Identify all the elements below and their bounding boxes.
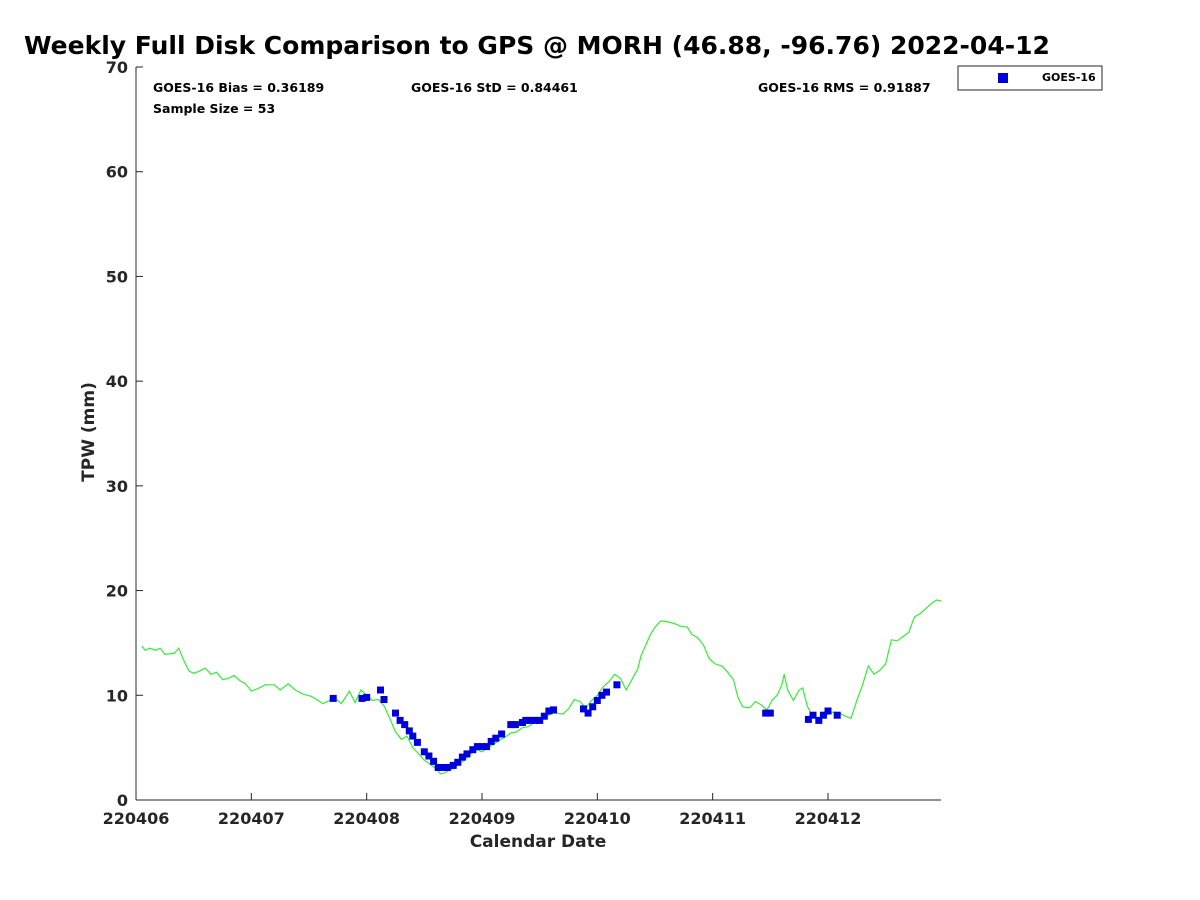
goes16-point-52 [833, 711, 841, 719]
y-tick-label: 0 [117, 791, 128, 810]
x-tick-label: 220409 [449, 809, 516, 828]
goes16-point-22 [473, 743, 481, 751]
goes16-point-46 [766, 709, 774, 717]
x-tick-label: 220407 [218, 809, 285, 828]
goes16-point-43 [603, 688, 610, 696]
goes16-point-10 [413, 738, 421, 746]
goes16-point-42 [598, 691, 606, 699]
goes16-point-48 [809, 711, 817, 719]
goes16-point-32 [526, 716, 534, 724]
legend-marker-goes16 [998, 73, 1008, 83]
y-tick-label: 40 [106, 372, 128, 391]
x-tick-label: 220408 [333, 809, 400, 828]
goes16-point-1 [358, 694, 366, 702]
goes16-point-16 [443, 764, 451, 771]
goes16-point-44 [613, 681, 621, 689]
goes16-point-26 [492, 734, 500, 742]
goes16-point-24 [483, 743, 491, 751]
goes16-point-19 [458, 753, 466, 761]
goes16-point-37 [550, 706, 557, 714]
goes16-point-36 [545, 707, 553, 715]
goes16-point-49 [815, 716, 823, 724]
goes16-point-40 [589, 703, 597, 711]
stat-sample-size: Sample Size = 53 [153, 101, 275, 116]
legend-label-goes16: GOES-16 [1042, 71, 1096, 84]
goes16-point-11 [420, 748, 428, 756]
goes16-point-51 [824, 707, 832, 715]
y-tick-label: 50 [106, 267, 128, 286]
x-tick-label: 220406 [103, 809, 170, 828]
goes16-point-12 [425, 752, 433, 760]
goes16-point-23 [478, 743, 486, 751]
x-axis-label: Calendar Date [470, 832, 607, 852]
x-tick-label: 220410 [564, 809, 631, 828]
x-tick-label: 220412 [795, 809, 862, 828]
goes16-point-21 [469, 746, 477, 754]
y-tick-label: 60 [106, 163, 128, 182]
goes16-point-15 [439, 764, 447, 771]
goes16-point-25 [487, 737, 495, 745]
x-tick-label: 220411 [679, 809, 746, 828]
goes16-point-35 [540, 712, 548, 720]
goes-points-layer [329, 681, 841, 771]
stat-bias: GOES-16 Bias = 0.36189 [153, 80, 324, 95]
y-tick-label: 30 [106, 477, 128, 496]
goes16-point-34 [536, 716, 544, 724]
goes16-point-14 [434, 764, 442, 771]
goes16-point-20 [463, 750, 471, 758]
goes16-point-2 [363, 693, 371, 701]
goes16-point-18 [454, 758, 462, 766]
goes16-point-33 [531, 716, 539, 724]
goes16-point-9 [409, 732, 417, 740]
chart-title: Weekly Full Disk Comparison to GPS @ MOR… [24, 31, 1050, 60]
goes16-point-3 [377, 686, 384, 694]
goes16-point-13 [430, 757, 438, 765]
y-tick-label: 10 [106, 686, 128, 705]
plot-area: 0 10 20 30 40 50 60 70 220406 220407 220408 220409 2… [103, 58, 942, 828]
goes16-point-31 [522, 716, 530, 724]
stat-std: GOES-16 StD = 0.84461 [411, 80, 578, 95]
stat-rms: GOES-16 RMS = 0.91887 [758, 80, 931, 95]
goes16-point-29 [511, 721, 519, 729]
goes16-point-7 [401, 721, 409, 729]
goes16-point-17 [449, 761, 457, 769]
goes16-point-47 [804, 715, 812, 723]
goes16-point-27 [498, 730, 506, 738]
goes16-point-38 [580, 705, 587, 713]
goes16-point-4 [380, 696, 388, 703]
goes16-point-39 [584, 709, 592, 717]
axes: 0 10 20 30 40 50 60 70 220406 220407 220408 220409 2… [103, 58, 941, 828]
goes16-point-50 [819, 711, 827, 719]
goes16-point-28 [507, 721, 515, 729]
goes16-point-0 [329, 694, 337, 702]
goes16-point-5 [392, 709, 399, 717]
y-tick-label: 70 [106, 58, 128, 77]
y-axis-label: TPW (mm) [79, 382, 99, 482]
legend: GOES-16 [957, 65, 1103, 91]
y-tick-label: 20 [106, 582, 128, 601]
goes16-point-41 [593, 697, 601, 704]
goes16-point-6 [396, 716, 404, 724]
goes16-point-45 [762, 709, 770, 717]
goes16-point-8 [405, 727, 413, 735]
legend-box [957, 65, 1103, 91]
